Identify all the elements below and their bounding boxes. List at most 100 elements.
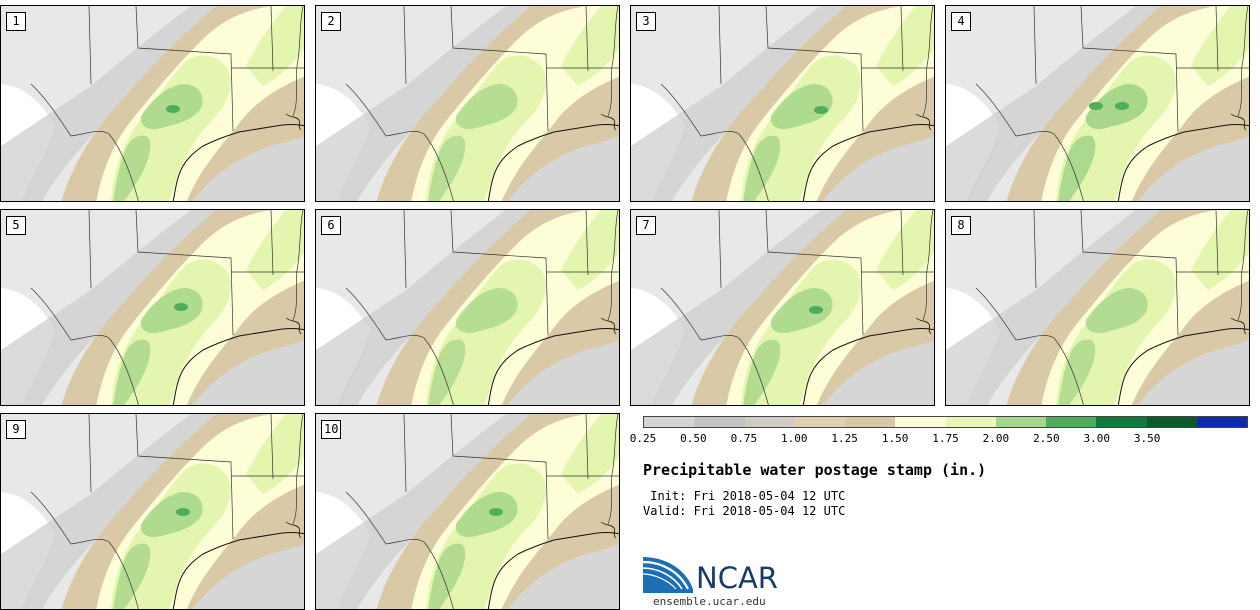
state-border [403,6,407,85]
ensemble-member-panel: 9 [0,413,305,610]
pw-contour-medium [455,492,518,538]
state-border [900,6,904,72]
pw-map [631,6,934,201]
colorbar-tick-label: 3.00 [1083,432,1111,445]
colorbar-swatch [1146,417,1197,427]
pw-contour-medium [140,492,203,538]
state-border [270,6,274,72]
pw-contour-medium [1058,135,1096,201]
state-border [900,210,904,276]
gulf-shade [192,340,304,405]
colorbar-swatch [895,417,946,427]
colorbar-swatch [945,417,996,427]
pw-contour-light [561,210,619,290]
state-border [135,210,234,336]
coastline-detail [915,113,932,131]
pw-contour-light [246,210,304,290]
state-border [450,414,549,540]
coastline [487,124,619,201]
member-number: 3 [636,12,656,31]
ensemble-member-panel: 4 [945,5,1250,202]
coastline [172,124,304,201]
pw-contour-light [876,6,934,86]
coastline-detail [1230,317,1247,335]
coastline [1117,124,1249,201]
pw-contour-light [1191,210,1249,290]
country-border [30,287,139,405]
colorbar [643,416,1248,428]
state-border [718,210,722,289]
river [292,210,304,321]
valid-time: Valid: Fri 2018-05-04 12 UTC [643,504,846,518]
pw-contour-light [246,6,304,86]
coastline [802,328,934,405]
pw-contour-medium [428,135,466,201]
colorbar-swatch [995,417,1046,427]
pw-contour-medium [113,135,151,201]
pw-core-high [176,508,190,516]
colorbar-swatch [794,417,845,427]
gulf-shade [507,136,619,201]
country-border [345,491,454,609]
river [292,6,304,117]
pw-core-high [809,306,823,314]
logo-text: NCAR [696,561,778,595]
colorbar-swatch [1046,417,1097,427]
coastline-detail [285,521,302,539]
pw-map [316,210,619,405]
state-border [1215,210,1219,276]
state-border [718,6,722,85]
country-border [30,491,139,609]
state-border [88,414,92,493]
gulf-shade [1137,340,1249,405]
state-border [403,414,407,493]
ensemble-member-panel: 5 [0,209,305,406]
colorbar-tick-label: 1.25 [831,432,858,445]
colorbar-swatch [644,417,695,427]
country-border [345,83,454,201]
pw-core-high [814,106,828,114]
ensemble-member-panel: 6 [315,209,620,406]
colorbar-tick-label: 2.50 [1033,432,1060,445]
country-border [975,287,1084,405]
river [607,414,619,525]
state-border [1033,210,1037,289]
pw-contour-medium [113,543,151,609]
figure-title: Precipitable water postage stamp (in.) [643,461,987,479]
colorbar-tick-label: 1.00 [781,432,808,445]
coastline [802,124,934,201]
member-number: 7 [636,216,656,235]
colorbar-ticks: 0.25 0.50 0.75 1.00 1.25 1.50 1.75 2.00 2.50 3.00… [630,432,1248,446]
pw-core-high [489,508,503,516]
ncar-logo: NCAR [643,553,793,595]
colorbar-swatch [1196,417,1247,427]
country-border [30,83,139,201]
colorbar-tick-label: 0.50 [680,432,707,445]
gulf-shade [507,340,619,405]
pw-map [1,414,304,609]
init-time: Init: Fri 2018-05-04 12 UTC [643,489,846,503]
river [607,210,619,321]
pw-contour-medium [770,84,833,130]
colorbar-swatch [1096,417,1147,427]
colorbar-tick-label: 3.50 [1133,432,1161,445]
state-border [450,210,549,336]
state-border [765,6,864,132]
state-border [88,6,92,85]
gulf-shade [1137,136,1249,201]
pw-core-high [1115,102,1129,110]
pw-map [1,210,304,405]
pw-contour-light [561,6,619,86]
pw-contour-medium [428,339,466,405]
colorbar-swatch [744,417,795,427]
member-number: 1 [6,12,26,31]
state-border [1080,6,1179,132]
colorbar-swatch [845,417,896,427]
country-border [660,287,769,405]
pw-contour-light [246,414,304,494]
state-border [585,210,589,276]
member-number: 4 [951,12,971,31]
member-number: 2 [321,12,341,31]
member-number: 5 [6,216,26,235]
state-border [270,414,274,480]
